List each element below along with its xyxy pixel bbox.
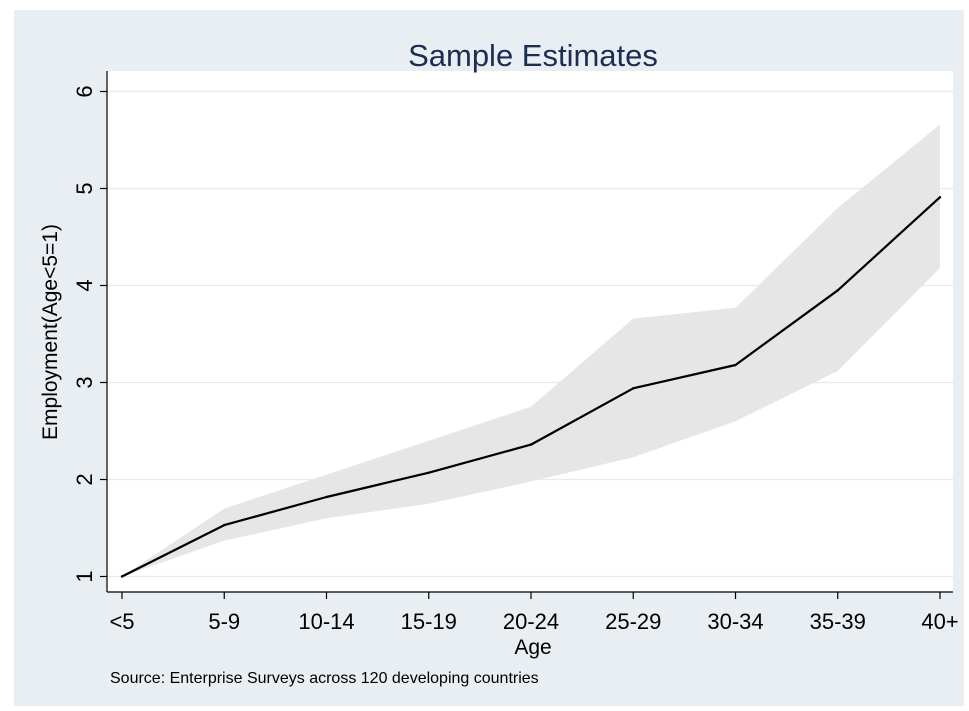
x-ticks: <5 5-9 10-14 15-19 20-24 25-29 30-34 35-39 40+ (109, 592, 959, 634)
data-point (632, 387, 635, 390)
x-tick-label: 25-29 (605, 609, 661, 634)
confidence-band (122, 124, 940, 577)
y-tick-label: 1 (72, 570, 97, 582)
x-tick-label: <5 (109, 609, 134, 634)
chart-title: Sample Estimates (408, 38, 658, 73)
y-tick-label: 3 (72, 376, 97, 388)
data-point (836, 289, 839, 292)
y-ticks: 1 2 3 4 5 6 (72, 85, 107, 583)
data-points (120, 196, 942, 578)
x-tick-label: 40+ (921, 609, 958, 634)
x-tick-label: 5-9 (208, 609, 240, 634)
x-tick-label: 30-34 (707, 609, 763, 634)
source-note: Source: Enterprise Surveys across 120 de… (110, 670, 539, 687)
data-point (223, 523, 226, 527)
y-tick-label: 2 (72, 473, 97, 485)
data-point (120, 575, 124, 578)
x-tick-label: 20-24 (503, 609, 559, 634)
x-tick-label: 10-14 (298, 609, 354, 634)
data-point (427, 471, 430, 474)
data-point (734, 363, 737, 367)
y-tick-label: 4 (72, 279, 97, 291)
x-tick-label: 35-39 (810, 609, 866, 634)
y-axis-label: Employment(Age<5=1) (39, 224, 62, 440)
data-point (938, 196, 942, 199)
y-tick-label: 5 (72, 182, 97, 194)
axes (106, 71, 953, 593)
data-point (325, 495, 328, 499)
x-axis-label: Age (514, 636, 551, 659)
x-tick-label: 15-19 (401, 609, 457, 634)
data-point (529, 443, 533, 446)
y-tick-label: 6 (72, 85, 97, 97)
